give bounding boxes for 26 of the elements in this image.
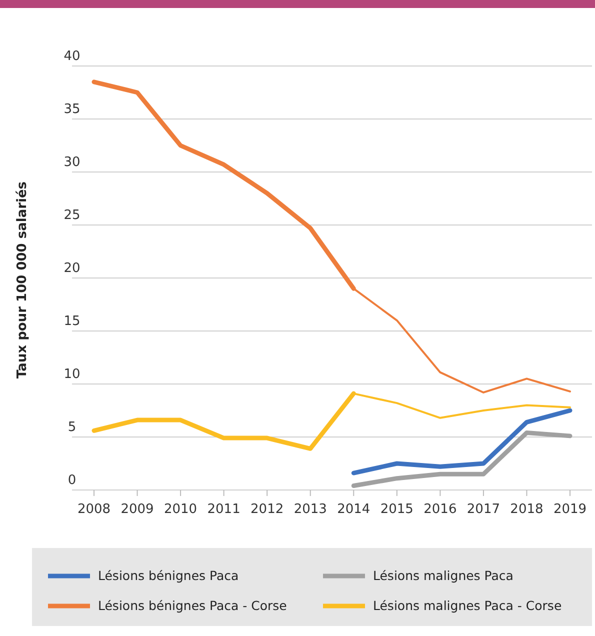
legend-label: Lésions bénignes Paca - Corse: [98, 598, 288, 613]
x-tick-label: 2009: [120, 502, 154, 517]
x-tick-label: 2013: [294, 502, 327, 517]
legend-label: Lésions malignes Paca: [373, 568, 514, 583]
y-tick-label: 10: [64, 367, 80, 382]
x-tick-label: 2015: [380, 502, 414, 517]
y-tick-label: 40: [64, 49, 80, 64]
x-tick-label: 2018: [510, 502, 544, 517]
x-tick-label: 2011: [207, 502, 240, 517]
y-tick-label: 30: [64, 155, 80, 170]
y-tick-label: 5: [68, 420, 76, 435]
y-axis-title: Taux pour 100 000 salariés: [15, 181, 30, 379]
legend-label: Lésions bénignes Paca: [98, 568, 239, 583]
x-tick-label: 2019: [553, 502, 587, 517]
x-tick-label: 2012: [250, 502, 284, 517]
y-tick-label: 20: [64, 261, 80, 276]
x-tick-label: 2016: [424, 502, 457, 517]
y-tick-label: 25: [64, 208, 80, 223]
x-tick-label: 2014: [337, 502, 370, 517]
x-tick-label: 2008: [77, 502, 111, 517]
legend-label: Lésions malignes Paca - Corse: [373, 598, 562, 613]
y-tick-label: 15: [64, 314, 80, 329]
x-tick-label: 2010: [164, 502, 198, 517]
y-tick-label: 35: [64, 102, 80, 117]
y-tick-label: 0: [68, 473, 76, 488]
x-tick-label: 2017: [466, 502, 500, 517]
